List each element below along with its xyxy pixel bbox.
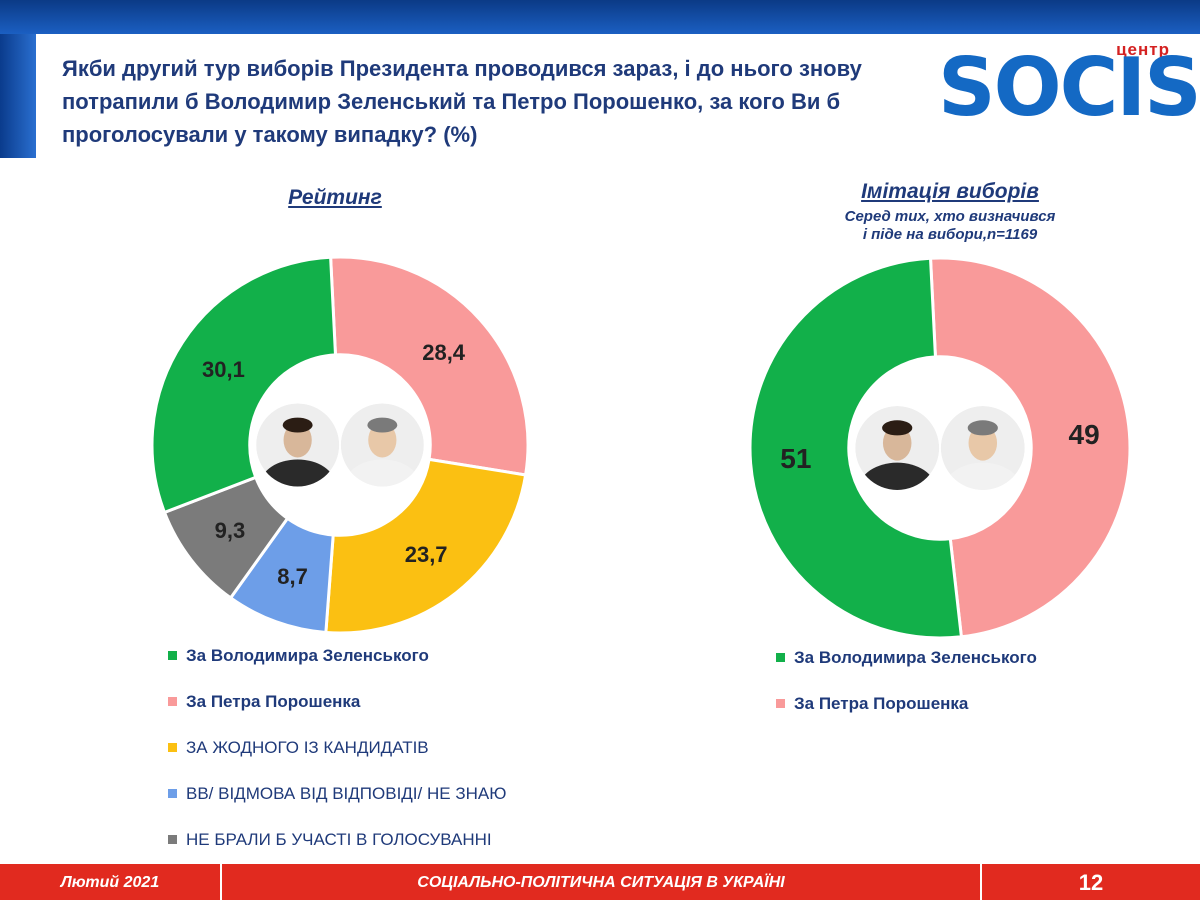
simulation-subtitle: Серед тих, хто визначився і піде на вибо…: [790, 208, 1110, 244]
legend-marker: [168, 835, 177, 844]
donut-label-0-4: 9,3: [215, 518, 246, 543]
legend-marker: [168, 743, 177, 752]
rating-donut-chart: 28,4 23,7 8,7 9,3 30,1: [150, 255, 530, 635]
legend-label: За Володимира Зеленського: [186, 646, 429, 665]
legend-label: ВВ/ ВІДМОВА ВІД ВІДПОВІДІ/ НЕ ЗНАЮ: [186, 784, 507, 803]
donut-label-1-1: 49: [1069, 419, 1100, 450]
legend-label: ЗА ЖОДНОГО ІЗ КАНДИДАТІВ: [186, 738, 429, 757]
legend-marker: [168, 651, 177, 660]
legend-marker: [776, 699, 785, 708]
donut-slice-1-0: [748, 256, 964, 640]
legend-label: НЕ БРАЛИ Б УЧАСТІ В ГОЛОСУВАННІ: [186, 830, 492, 849]
simulation-subtitle-line-2: і піде на вибори,n=1169: [862, 226, 1038, 243]
zelensky-portrait: [256, 403, 340, 487]
simulation-subtitle-line-1: Серед тих, хто визначився: [844, 208, 1056, 225]
donut-slice-0-0: [150, 255, 338, 515]
legend-marker: [776, 653, 785, 662]
top-bar: [0, 0, 1200, 34]
logo-small-text: центр: [1116, 40, 1170, 59]
legend-label: За Петра Порошенка: [186, 692, 361, 711]
donut-label-0-0: 30,1: [202, 357, 245, 382]
simulation-donut-chart: 49 51: [748, 256, 1132, 640]
footer-bar: Лютий 2021 СОЦІАЛЬНО-ПОЛІТИЧНА СИТУАЦІЯ …: [0, 864, 1200, 900]
legend-label: За Петра Порошенка: [794, 694, 969, 713]
donut-slice-0-1: [329, 255, 530, 477]
question-text: Якби другий тур виборів Президента прово…: [62, 56, 862, 147]
footer-date: Лютий 2021: [0, 864, 222, 900]
footer-title: СОЦІАЛЬНО-ПОЛІТИЧНА СИТУАЦІЯ В УКРАЇНІ: [222, 864, 982, 900]
page-number: 12: [1078, 870, 1104, 895]
logo-main-text: SOCIS: [938, 41, 1200, 134]
poroshenko-portrait: [340, 403, 424, 487]
legend-label: За Володимира Зеленського: [794, 648, 1037, 667]
donut-label-1-0: 51: [780, 443, 811, 474]
legend-marker: [168, 697, 177, 706]
donut-label-0-1: 28,4: [422, 340, 466, 365]
donut-label-0-3: 8,7: [277, 564, 308, 589]
legend-marker: [168, 789, 177, 798]
poroshenko-portrait: [940, 406, 1025, 490]
donut-slice-1-1: [928, 256, 1132, 639]
socis-logo: центр SOCIS: [938, 40, 1200, 128]
simulation-title: Імітація виборів: [861, 180, 1039, 203]
zelensky-portrait: [855, 406, 940, 490]
left-accent-bar: [0, 34, 36, 158]
donut-label-0-2: 23,7: [405, 542, 448, 567]
rating-title: Рейтинг: [288, 186, 382, 209]
donut-slice-0-2: [324, 457, 528, 635]
